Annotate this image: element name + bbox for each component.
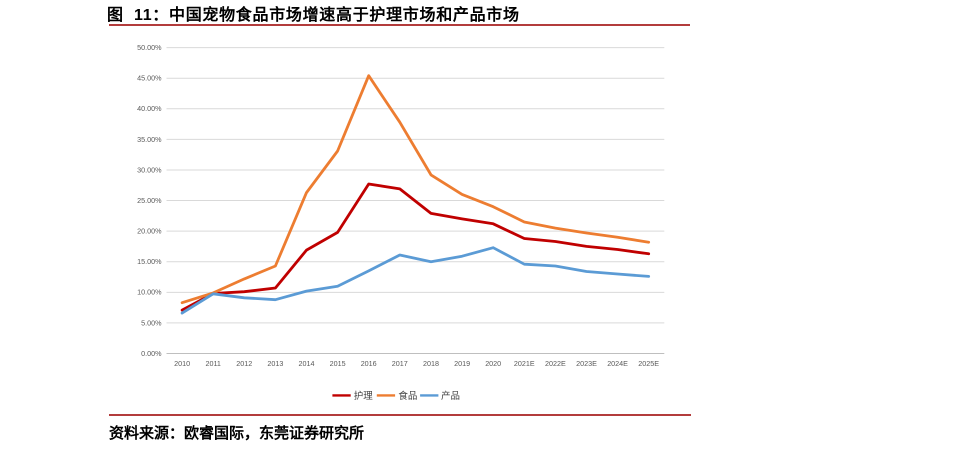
svg-text:15.00%: 15.00% xyxy=(137,257,162,266)
svg-text:30.00%: 30.00% xyxy=(137,165,162,174)
svg-text:2015: 2015 xyxy=(330,359,346,368)
svg-text:2021E: 2021E xyxy=(514,359,535,368)
svg-text:食品: 食品 xyxy=(398,390,417,402)
svg-text:产品: 产品 xyxy=(441,390,460,402)
svg-text:35.00%: 35.00% xyxy=(137,135,162,144)
svg-text:50.00%: 50.00% xyxy=(137,43,162,52)
svg-text:2022E: 2022E xyxy=(545,359,566,368)
svg-text:20.00%: 20.00% xyxy=(137,227,162,236)
svg-text:0.00%: 0.00% xyxy=(141,349,162,358)
svg-text:2020: 2020 xyxy=(485,359,501,368)
svg-text:40.00%: 40.00% xyxy=(137,104,162,113)
svg-text:25.00%: 25.00% xyxy=(137,196,162,205)
svg-text:2011: 2011 xyxy=(205,359,220,368)
svg-text:2014: 2014 xyxy=(299,359,315,368)
svg-text:2016: 2016 xyxy=(361,359,377,368)
svg-text:2023E: 2023E xyxy=(576,359,597,368)
svg-text:5.00%: 5.00% xyxy=(141,318,162,327)
svg-text:2013: 2013 xyxy=(267,359,283,368)
svg-text:2019: 2019 xyxy=(454,359,470,368)
svg-text:2017: 2017 xyxy=(392,359,408,368)
svg-text:2010: 2010 xyxy=(174,359,190,368)
svg-text:10.00%: 10.00% xyxy=(137,288,162,297)
svg-text:2024E: 2024E xyxy=(607,359,628,368)
svg-text:2012: 2012 xyxy=(236,359,252,368)
svg-text:2025E: 2025E xyxy=(638,359,659,368)
svg-text:45.00%: 45.00% xyxy=(137,74,162,83)
svg-text:2018: 2018 xyxy=(423,359,439,368)
svg-text:护理: 护理 xyxy=(354,390,374,402)
